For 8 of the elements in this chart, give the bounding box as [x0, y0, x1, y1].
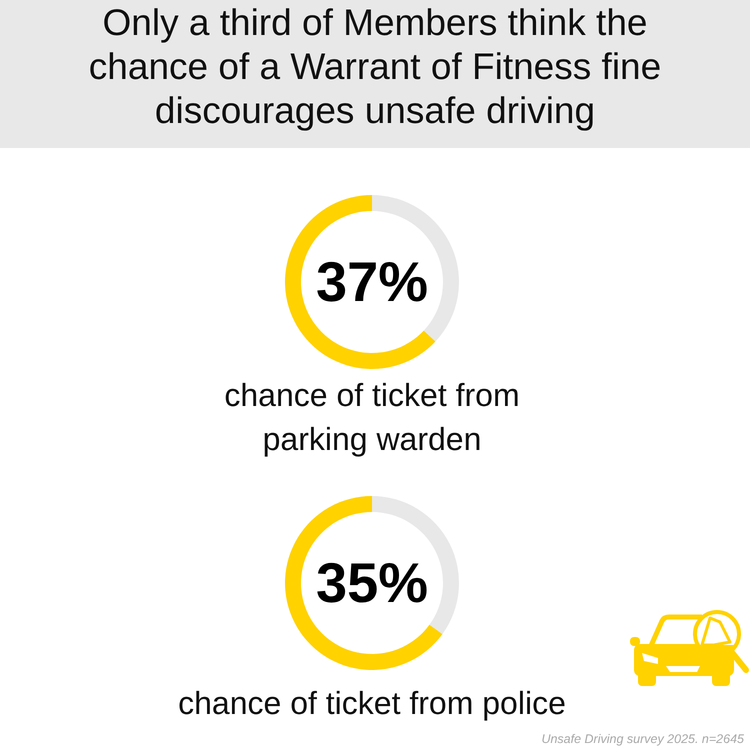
chart-title: Only a third of Members think the chance of a Warrant of Fitness fine discourages unsafe driving: [88, 1, 662, 133]
donut-slice: [285, 195, 436, 369]
data-label: 35%: [314, 550, 430, 616]
text: Unsafe Driving survey 2025. n=2645: [541, 731, 744, 747]
donut-slice: [285, 496, 442, 670]
data-label: 37%: [314, 249, 430, 315]
text: chance of ticket from parking warden: [223, 376, 521, 459]
text: chance of ticket from police: [177, 684, 567, 723]
